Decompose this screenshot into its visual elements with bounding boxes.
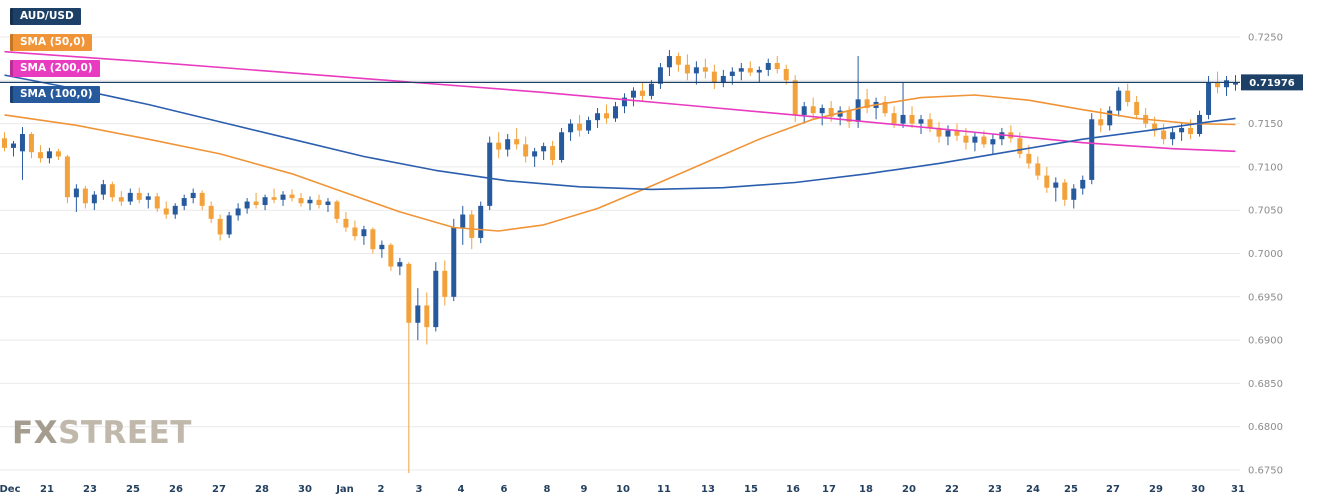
svg-text:Dec: Dec bbox=[0, 484, 21, 495]
svg-text:20: 20 bbox=[902, 484, 916, 495]
svg-text:31: 31 bbox=[1231, 484, 1245, 495]
svg-text:0.6900: 0.6900 bbox=[1248, 336, 1283, 347]
svg-text:13: 13 bbox=[701, 484, 715, 495]
svg-text:8: 8 bbox=[544, 484, 551, 495]
svg-text:23: 23 bbox=[83, 484, 97, 495]
svg-text:16: 16 bbox=[786, 484, 800, 495]
svg-text:0.7250: 0.7250 bbox=[1248, 33, 1283, 44]
svg-text:22: 22 bbox=[945, 484, 959, 495]
svg-text:4: 4 bbox=[458, 484, 465, 495]
svg-text:6: 6 bbox=[501, 484, 508, 495]
svg-text:0.6800: 0.6800 bbox=[1248, 422, 1283, 433]
svg-text:10: 10 bbox=[616, 484, 630, 495]
svg-text:25: 25 bbox=[1064, 484, 1078, 495]
svg-text:27: 27 bbox=[1106, 484, 1120, 495]
svg-text:11: 11 bbox=[657, 484, 671, 495]
svg-text:0.7150: 0.7150 bbox=[1248, 119, 1283, 130]
svg-text:0.6850: 0.6850 bbox=[1248, 379, 1283, 390]
svg-text:9: 9 bbox=[581, 484, 588, 495]
svg-text:0.6950: 0.6950 bbox=[1248, 292, 1283, 303]
svg-text:18: 18 bbox=[859, 484, 873, 495]
svg-text:24: 24 bbox=[1026, 484, 1040, 495]
svg-text:0.7000: 0.7000 bbox=[1248, 249, 1283, 260]
fxstreet-watermark-fx: FX bbox=[12, 415, 59, 451]
legend-item-symbol[interactable]: AUD/USD bbox=[10, 8, 81, 25]
svg-text:27: 27 bbox=[212, 484, 226, 495]
legend-item-sma-50[interactable]: SMA (50,0) bbox=[10, 34, 93, 51]
svg-text:25: 25 bbox=[126, 484, 140, 495]
legend-item-sma-200[interactable]: SMA (200,0) bbox=[10, 60, 100, 77]
svg-text:0.71976: 0.71976 bbox=[1249, 78, 1295, 89]
svg-text:0.6750: 0.6750 bbox=[1248, 466, 1283, 477]
svg-text:0.7100: 0.7100 bbox=[1248, 162, 1283, 173]
svg-text:29: 29 bbox=[1149, 484, 1163, 495]
legend-item-sma-100[interactable]: SMA (100,0) bbox=[10, 86, 100, 103]
fxstreet-watermark: FXSTREET bbox=[12, 416, 192, 450]
svg-text:26: 26 bbox=[169, 484, 183, 495]
svg-text:30: 30 bbox=[1191, 484, 1205, 495]
svg-text:0.7050: 0.7050 bbox=[1248, 206, 1283, 217]
svg-text:21: 21 bbox=[40, 484, 54, 495]
svg-text:23: 23 bbox=[988, 484, 1002, 495]
svg-text:3: 3 bbox=[416, 484, 423, 495]
svg-text:2: 2 bbox=[378, 484, 385, 495]
svg-text:15: 15 bbox=[744, 484, 758, 495]
fxstreet-watermark-street: STREET bbox=[58, 415, 192, 451]
svg-text:28: 28 bbox=[255, 484, 269, 495]
svg-text:Jan: Jan bbox=[335, 484, 354, 495]
chart-legend: AUD/USD SMA (50,0) SMA (200,0) SMA (100,… bbox=[10, 8, 100, 103]
svg-text:17: 17 bbox=[822, 484, 836, 495]
svg-text:30: 30 bbox=[298, 484, 312, 495]
